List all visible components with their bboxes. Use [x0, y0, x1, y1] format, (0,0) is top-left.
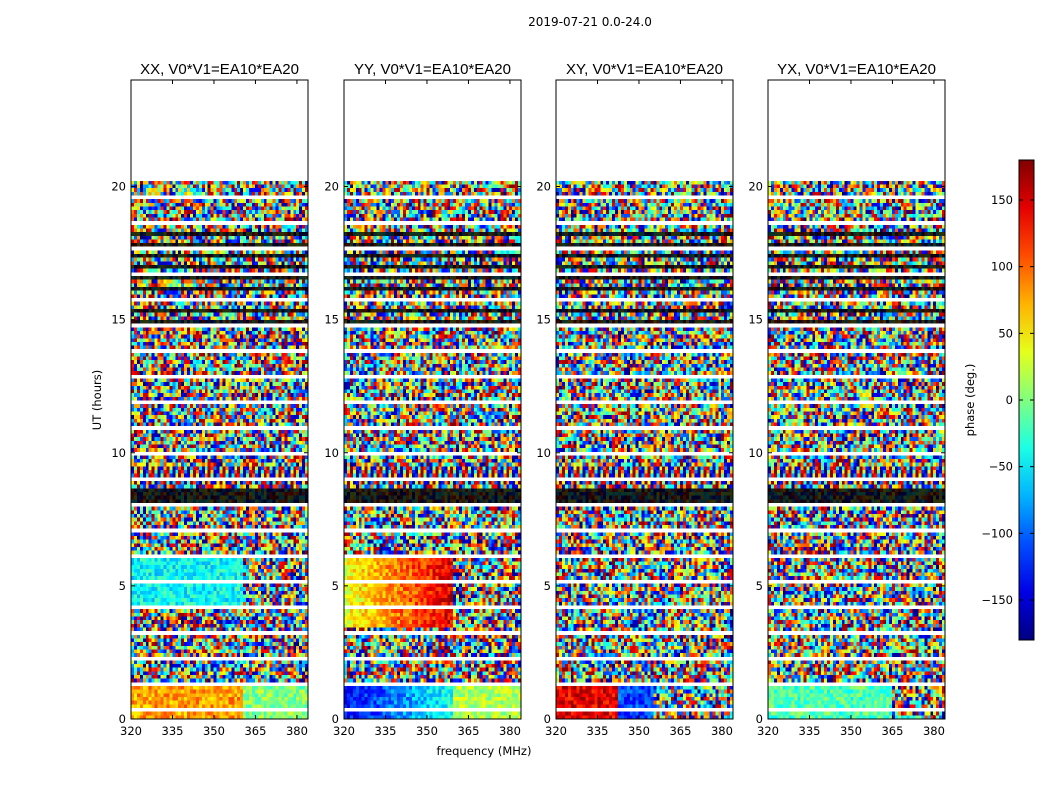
y-tick-label: 10 — [748, 446, 763, 460]
y-tick-label: 15 — [748, 313, 763, 327]
x-tick-label: 335 — [799, 724, 821, 738]
y-tick-label: 10 — [111, 446, 126, 460]
y-tick-label: 5 — [544, 579, 551, 593]
x-tick-label: 350 — [416, 724, 438, 738]
panel-title: XX, V0*V1=EA10*EA20 — [140, 61, 299, 78]
y-tick-label: 20 — [111, 180, 126, 194]
phase-heatmap-yy — [344, 133, 521, 719]
x-tick-label: 350 — [203, 724, 225, 738]
axes-frame — [343, 79, 522, 720]
x-tick-label: 350 — [628, 724, 650, 738]
y-tick-label: 15 — [536, 313, 551, 327]
y-tick-label: 5 — [332, 579, 339, 593]
y-tick-label: 0 — [332, 712, 339, 726]
x-axis-label: frequency (MHz) — [437, 744, 532, 758]
y-tick-label: 0 — [544, 712, 551, 726]
y-tick-label: 20 — [748, 180, 763, 194]
colorbar-tick-label: −100 — [981, 526, 1013, 540]
y-tick-label: 10 — [536, 446, 551, 460]
x-tick-label: 380 — [923, 724, 945, 738]
panel-xy: XY, V0*V1=EA10*EA20 320 335 350 365 380 0 5 10 15… — [536, 61, 734, 738]
colorbar-tick-label: 150 — [991, 193, 1013, 207]
y-tick-label: 15 — [111, 313, 126, 327]
y-tick-label: 10 — [324, 446, 339, 460]
y-tick-label: 5 — [119, 579, 126, 593]
y-axis-label: UT (hours) — [90, 370, 104, 430]
panel-title: XY, V0*V1=EA10*EA20 — [566, 61, 723, 78]
x-tick-label: 365 — [669, 724, 691, 738]
x-tick-label: 350 — [840, 724, 862, 738]
colorbar-tick-label: −50 — [989, 460, 1013, 474]
x-tick-label: 320 — [120, 724, 142, 738]
colorbar-tick-label: 0 — [1006, 393, 1013, 407]
colorbar-tick-label: 50 — [998, 326, 1013, 340]
y-tick-label: 15 — [324, 313, 339, 327]
x-tick-label: 380 — [711, 724, 733, 738]
colorbar-tick-label: 100 — [991, 260, 1013, 274]
y-tick-label: 5 — [756, 579, 763, 593]
axes-frame — [555, 79, 734, 720]
phase-heatmap-xy — [556, 133, 733, 719]
colorbar-label: phase (deg.) — [963, 364, 977, 437]
axes-frame — [767, 79, 946, 720]
x-tick-label: 320 — [757, 724, 779, 738]
x-tick-label: 335 — [162, 724, 184, 738]
panel-title: YY, V0*V1=EA10*EA20 — [354, 61, 511, 78]
x-tick-label: 365 — [244, 724, 266, 738]
x-tick-label: 320 — [333, 724, 355, 738]
x-tick-label: 365 — [881, 724, 903, 738]
x-tick-label: 335 — [375, 724, 397, 738]
panel-yx: YX, V0*V1=EA10*EA20 320 335 350 365 380 0 5 10 15… — [748, 61, 946, 738]
panel-title: YX, V0*V1=EA10*EA20 — [777, 61, 936, 78]
panel-yy: YY, V0*V1=EA10*EA20 320 335 350 365 380 0 5 10 15… — [324, 61, 522, 738]
y-tick-label: 20 — [536, 180, 551, 194]
x-tick-label: 365 — [457, 724, 479, 738]
y-tick-label: 0 — [756, 712, 763, 726]
y-tick-label: 20 — [324, 180, 339, 194]
panel-xx: XX, V0*V1=EA10*EA20 320 335 350 365 380 0 5 10 15… — [111, 61, 309, 738]
colorbar-tick-label: −150 — [981, 593, 1013, 607]
x-tick-label: 335 — [587, 724, 609, 738]
axes-frame — [130, 79, 309, 720]
x-tick-label: 320 — [545, 724, 567, 738]
phase-heatmap-xx — [131, 133, 308, 719]
y-tick-label: 0 — [119, 712, 126, 726]
phase-heatmap-yx — [768, 133, 945, 719]
x-tick-label: 380 — [499, 724, 521, 738]
colorbar: 150 100 50 0 −50 −100 −150 — [981, 159, 1035, 641]
suptitle: 2019-07-21 0.0-24.0 — [528, 15, 652, 29]
x-tick-label: 380 — [286, 724, 308, 738]
